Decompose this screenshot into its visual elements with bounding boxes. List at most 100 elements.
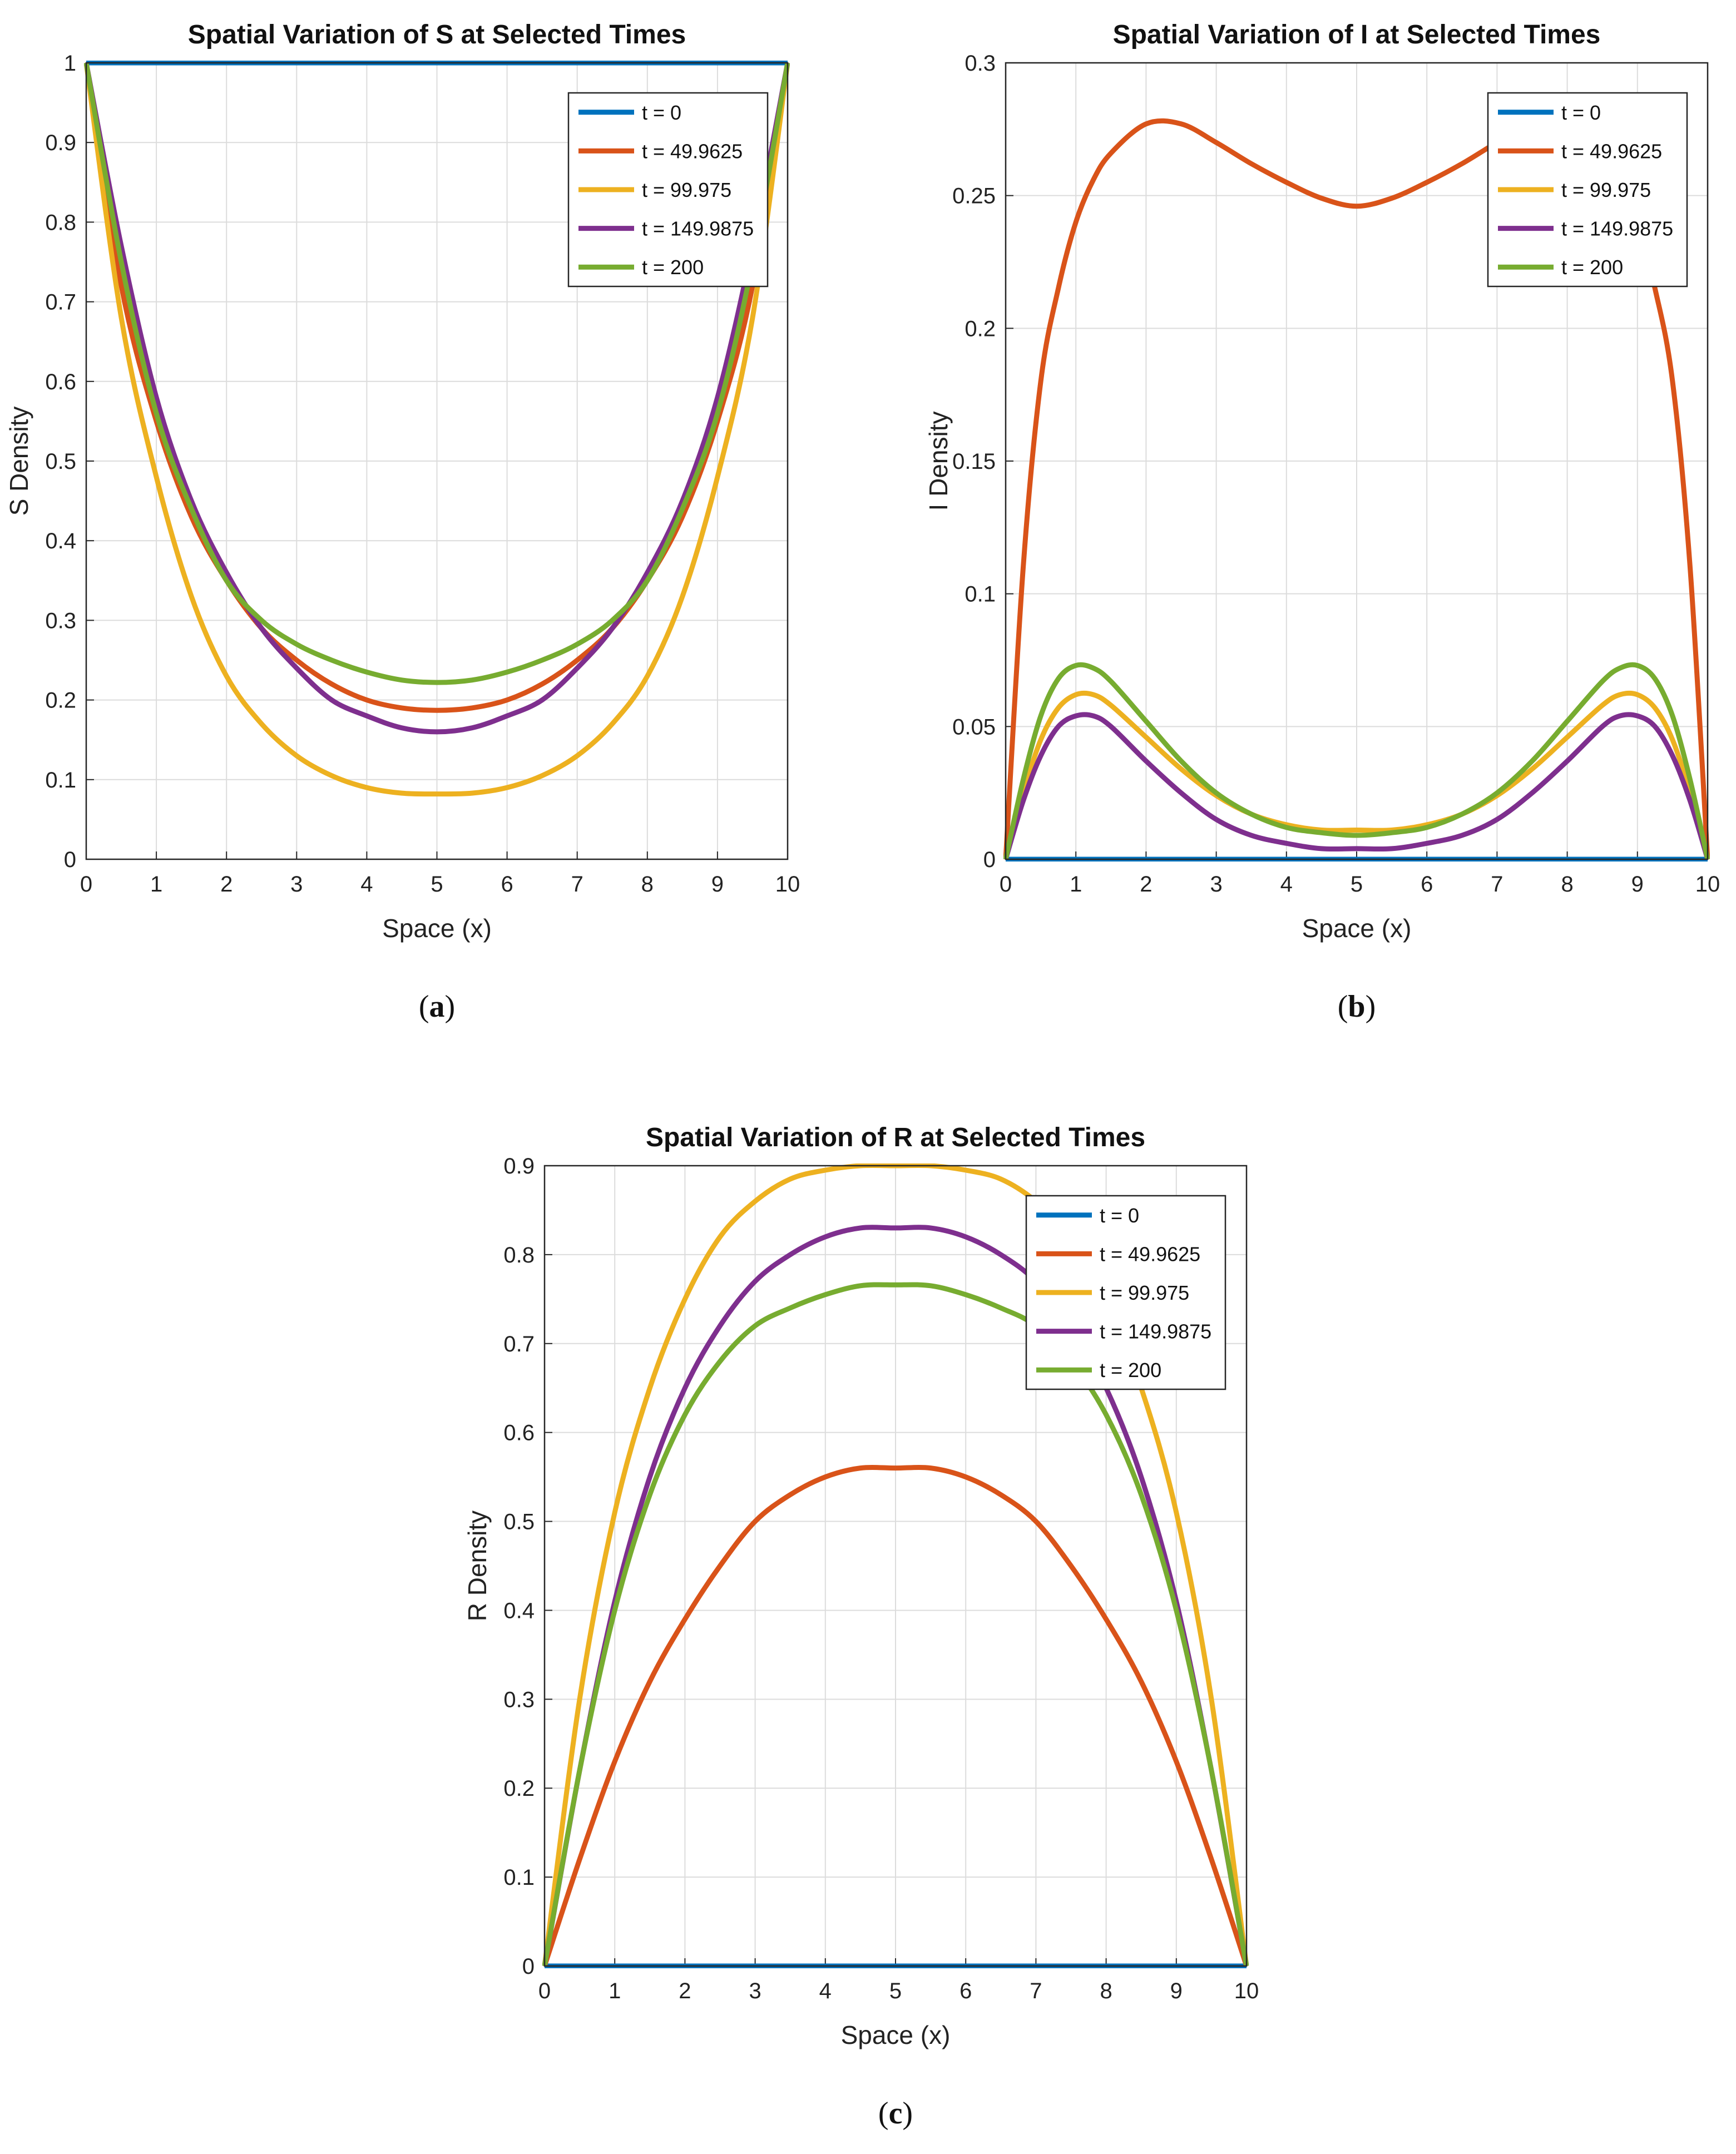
y-tick-label: 0.5	[503, 1510, 535, 1534]
x-tick-label: 9	[1631, 872, 1644, 897]
legend-label: t = 200	[642, 256, 704, 279]
y-tick-label: 0.3	[503, 1687, 535, 1712]
x-tick-label: 6	[1421, 872, 1433, 897]
series-group	[84, 61, 790, 797]
x-tick-label: 3	[290, 872, 303, 897]
legend-label: t = 149.9875	[642, 217, 754, 240]
y-axis-label: S Density	[4, 407, 33, 516]
y-tick-label: 0.1	[45, 768, 76, 793]
chart-panel-a: Spatial Variation of S at Selected Times…	[4, 20, 800, 1024]
legend: t = 0 t = 49.9625 t = 99.975 t = 149.9875 t …	[1487, 92, 1688, 288]
chart-title: Spatial Variation of R at Selected Times	[646, 1123, 1145, 1152]
y-tick-label: 0.3	[45, 608, 76, 633]
series-line-4	[1003, 662, 1710, 860]
y-tick-label: 0.7	[45, 290, 76, 315]
y-tick-label: 0.2	[965, 316, 996, 341]
x-axis-label: Space (x)	[1302, 914, 1412, 943]
y-tick-label: 0.8	[45, 210, 76, 235]
legend-label: t = 0	[1561, 101, 1601, 124]
legend-label: t = 149.9875	[1100, 1320, 1211, 1343]
series-line-4	[84, 62, 790, 685]
axes-frame	[543, 1165, 1248, 1967]
legend-label: t = 99.975	[1100, 1281, 1189, 1304]
series-line-1	[1003, 118, 1710, 860]
x-tick-label: 8	[1100, 1979, 1112, 2003]
series-line-1	[542, 1464, 1249, 1967]
legend-label: t = 49.9625	[1561, 140, 1662, 162]
legend-label: t = 99.975	[642, 179, 731, 201]
x-tick-label: 9	[1170, 1979, 1183, 2003]
axes-frame	[1005, 62, 1709, 860]
y-tick-label: 0.7	[503, 1332, 535, 1356]
series-line-4	[542, 1282, 1249, 1967]
legend-label: t = 0	[642, 101, 681, 124]
x-tick-label: 7	[571, 872, 583, 897]
series-line-2	[1003, 690, 1710, 860]
y-tick-label: 0.8	[503, 1243, 535, 1267]
chart-title: Spatial Variation of S at Selected Times	[188, 20, 686, 49]
chart-panel-b: Spatial Variation of I at Selected Times…	[924, 20, 1720, 1024]
x-tick-label: 5	[431, 872, 443, 897]
series-line-3	[542, 1225, 1249, 1967]
x-tick-label: 1	[1070, 872, 1082, 897]
legend: t = 0 t = 49.9625 t = 99.975 t = 149.9875 t …	[567, 92, 769, 288]
x-tick-label: 4	[1280, 872, 1293, 897]
chart-panel-c: Spatial Variation of R at Selected Times…	[463, 1123, 1259, 2131]
y-tick-label: 0.4	[503, 1598, 535, 1623]
x-tick-label: 4	[819, 1979, 832, 2003]
y-tick-label: 0.15	[952, 449, 996, 474]
legend-label: t = 200	[1100, 1359, 1161, 1381]
x-tick-label: 2	[679, 1979, 691, 2003]
chart-title: Spatial Variation of I at Selected Times	[1113, 20, 1601, 49]
x-tick-label: 8	[641, 872, 654, 897]
y-tick-label: 0.3	[965, 51, 996, 76]
panel-caption: (a)	[419, 989, 455, 1024]
y-axis-label: R Density	[463, 1511, 492, 1621]
y-tick-label: 0.4	[45, 529, 76, 553]
y-axis-label: I Density	[924, 412, 953, 511]
panel-caption: (b)	[1338, 989, 1376, 1024]
y-tick-label: 0.2	[45, 689, 76, 713]
x-tick-label: 10	[1234, 1979, 1259, 2003]
panel-caption: (c)	[878, 2096, 913, 2131]
y-tick-label: 0.05	[952, 715, 996, 739]
legend-label: t = 49.9625	[642, 140, 743, 162]
x-tick-label: 3	[749, 1979, 761, 2003]
y-tick-label: 0.5	[45, 449, 76, 474]
x-tick-label: 5	[1351, 872, 1363, 897]
legend: t = 0 t = 49.9625 t = 99.975 t = 149.9875 t …	[1025, 1195, 1226, 1390]
x-tick-label: 0	[1000, 872, 1012, 897]
x-tick-label: 1	[150, 872, 162, 897]
legend-label: t = 200	[1561, 256, 1623, 279]
y-tick-label: 0.9	[503, 1154, 535, 1178]
x-tick-label: 10	[1695, 872, 1720, 897]
legend-label: t = 0	[1100, 1204, 1139, 1227]
x-tick-label: 2	[220, 872, 233, 897]
y-tick-label: 0.2	[503, 1776, 535, 1801]
x-tick-label: 10	[775, 872, 800, 897]
x-tick-label: 2	[1140, 872, 1152, 897]
x-tick-label: 1	[609, 1979, 621, 2003]
x-tick-label: 3	[1210, 872, 1222, 897]
x-axis-label: Space (x)	[841, 2021, 951, 2049]
legend-label: t = 99.975	[1561, 179, 1651, 201]
x-tick-label: 0	[538, 1979, 551, 2003]
y-tick-label: 1	[64, 51, 76, 76]
x-tick-label: 9	[711, 872, 724, 897]
y-tick-label: 0	[522, 1954, 535, 1979]
y-tick-label: 0.1	[965, 582, 996, 607]
legend-label: t = 149.9875	[1561, 217, 1673, 240]
x-tick-label: 6	[501, 872, 513, 897]
x-tick-label: 7	[1030, 1979, 1042, 2003]
y-tick-label: 0.9	[45, 131, 76, 155]
y-tick-label: 0.6	[45, 370, 76, 394]
y-tick-label: 0.25	[952, 184, 996, 209]
y-tick-label: 0.6	[503, 1421, 535, 1445]
x-tick-label: 4	[360, 872, 373, 897]
x-tick-label: 6	[960, 1979, 972, 2003]
axes-frame	[85, 62, 789, 860]
y-tick-label: 0.1	[503, 1865, 535, 1890]
series-line-2	[84, 62, 790, 797]
legend-label: t = 49.9625	[1100, 1242, 1200, 1265]
